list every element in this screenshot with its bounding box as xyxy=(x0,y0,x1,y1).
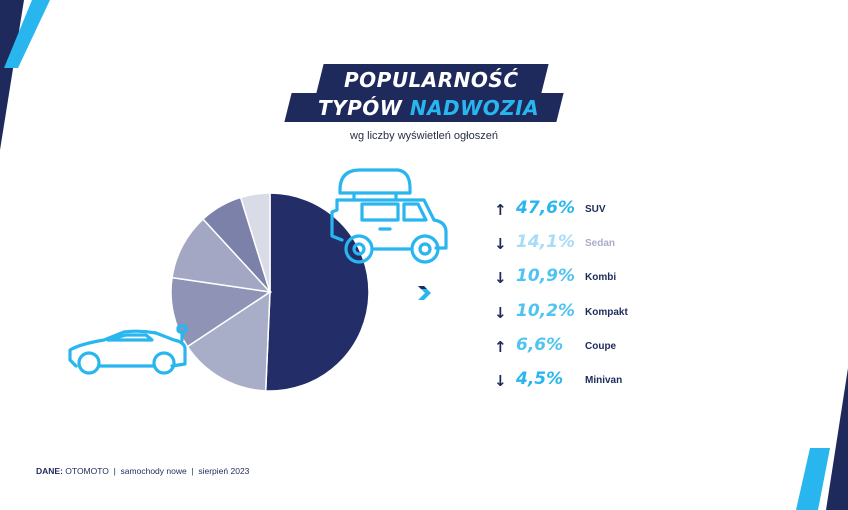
legend-value: 10,2% xyxy=(516,300,575,321)
legend-item-coupe: ↑ 6,6% Coupe xyxy=(494,333,714,367)
pie-slice-minivan xyxy=(239,192,271,293)
corner-stripes-bottom-right xyxy=(796,368,848,510)
legend-item-minivan: ↓ 4,5% Minivan xyxy=(494,367,714,401)
legend-category: Kompakt xyxy=(585,306,628,318)
legend-item-kombi: ↓ 10,9% Kombi xyxy=(494,264,714,298)
legend-category: Coupe xyxy=(585,340,617,352)
legend-value: 47,6% xyxy=(516,198,575,218)
pie-slice-kombi xyxy=(170,276,273,348)
legend-value: 10,9% xyxy=(516,266,575,287)
chart-subtitle: wg liczby wyświetleń ogłoszeń xyxy=(350,130,498,142)
pie-slices xyxy=(170,192,370,392)
legend-value: 6,6% xyxy=(516,334,564,355)
arrow-down-icon: ↓ xyxy=(494,269,507,288)
legend-item-sedan: ↓ 14,1% Sedan xyxy=(494,230,714,264)
legend: ↑ 47,6% SUV ↓ 14,1% Sedan ↓ 10,9% Kombi ↓ 10,2% Kom… xyxy=(494,196,714,401)
arrow-up-icon: ↑ xyxy=(494,337,507,356)
arrow-down-icon: ↓ xyxy=(494,235,507,254)
legend-category: SUV xyxy=(585,204,606,215)
legend-item-suv: ↑ 47,6% SUV xyxy=(494,196,714,230)
legend-category: Sedan xyxy=(585,238,616,250)
title-word-nadwozia: NADWOZIA xyxy=(409,96,540,120)
pie-slice-sedan xyxy=(186,290,271,392)
sports-car-icon xyxy=(68,324,188,375)
pie-slice-kompakt xyxy=(171,218,272,294)
title-word-typow: TYPÓW xyxy=(318,96,403,120)
pie-slice-suv xyxy=(264,192,370,392)
data-source-footer: DANE: OTOMOTO | samochody nowe | sierpie… xyxy=(36,466,249,476)
legend-value: 14,1% xyxy=(516,232,575,253)
suv-roofbox-icon xyxy=(330,168,448,264)
chevron-mark-icon xyxy=(418,286,431,300)
legend-category: Minivan xyxy=(585,374,623,386)
footer-text: OTOMOTO | samochody nowe | sierpień 2023 xyxy=(65,466,250,476)
legend-category: Kombi xyxy=(585,272,617,284)
legend-value: 4,5% xyxy=(516,368,564,389)
footer-label: DANE: xyxy=(36,466,63,476)
corner-stripes-top-left xyxy=(0,0,50,150)
legend-item-kompakt: ↓ 10,2% Kompakt xyxy=(494,299,714,333)
arrow-down-icon: ↓ xyxy=(494,371,507,390)
chart-title: POPULARNOŚĆ TYPÓW NADWOZIA xyxy=(280,62,570,124)
title-line-1: POPULARNOŚĆ xyxy=(344,68,519,92)
title-line-2: TYPÓW NADWOZIA xyxy=(318,96,539,120)
arrow-up-icon: ↑ xyxy=(494,201,507,219)
arrow-down-icon: ↓ xyxy=(494,303,507,322)
